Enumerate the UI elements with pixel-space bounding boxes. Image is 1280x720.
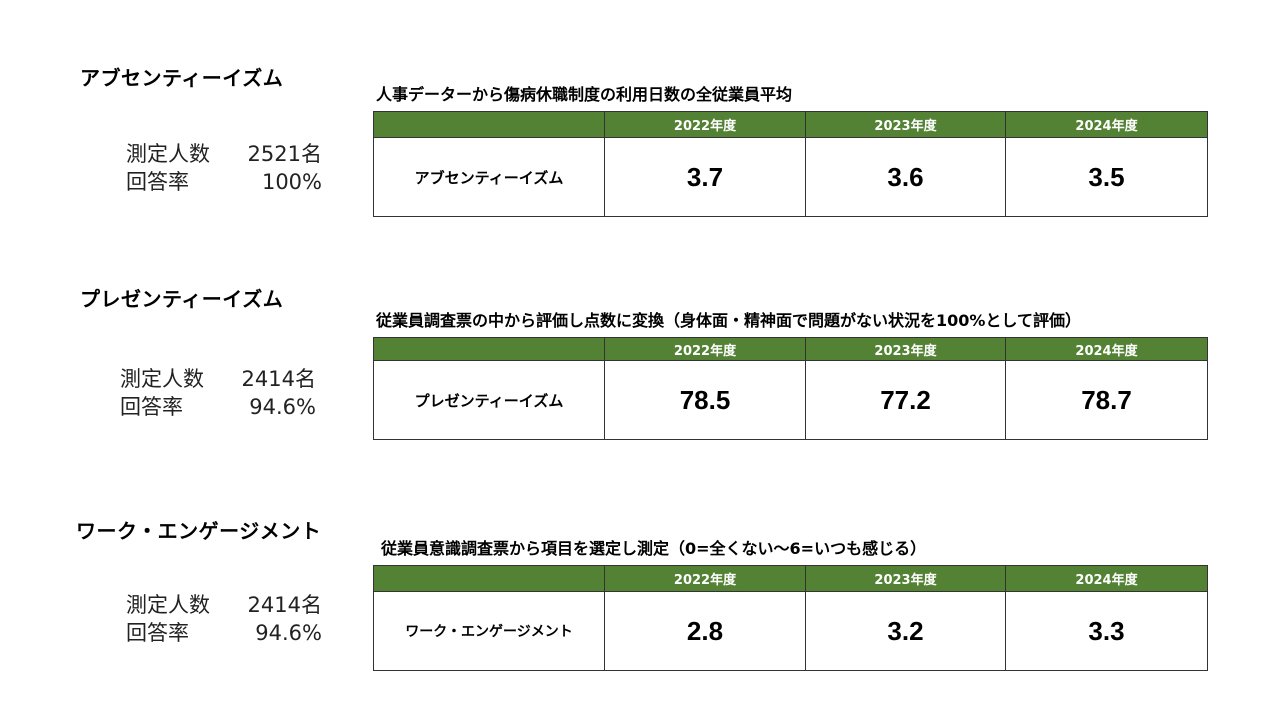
table-header-row: 2022年度 2023年度 2024年度 [373,565,1208,592]
description-presenteeism: 従業員調査票の中から評価し点数に変換（身体面・精神面で問題がない状況を100%と… [376,311,1081,330]
measured-count-value: 2521名 [247,142,322,166]
response-rate-value: 94.6% [255,621,322,645]
table-header-row: 2022年度 2023年度 2024年度 [373,111,1208,138]
table-header-row: 2022年度 2023年度 2024年度 [373,337,1208,361]
table-presenteeism: 2022年度 2023年度 2024年度 プレゼンティーイズム 78.5 77.… [373,337,1208,440]
stats-presenteeism: 測定人数 2414名 回答率 94.6% [120,365,316,421]
value-2023: 3.6 [805,137,1006,217]
response-rate-value: 100% [261,170,322,194]
section-title-presenteeism: プレゼンティーイズム [80,287,284,311]
header-2023: 2023年度 [805,111,1006,138]
row-label: アブセンティーイズム [373,137,605,217]
value-2024: 3.5 [1005,137,1208,217]
value-2022: 2.8 [604,591,806,671]
header-2022: 2022年度 [604,565,806,592]
section-title-absenteeism: アブセンティーイズム [80,66,284,90]
table-row: アブセンティーイズム 3.7 3.6 3.5 [373,137,1208,217]
header-2024: 2024年度 [1005,337,1208,361]
description-work-engagement: 従業員意識調査票から項目を選定し測定（0=全くない～6=いつも感じる） [381,539,927,558]
header-2022: 2022年度 [604,337,806,361]
measured-count-label: 測定人数 [126,142,210,166]
description-absenteeism: 人事データーから傷病休職制度の利用日数の全従業員平均 [376,85,793,104]
measured-count-label: 測定人数 [126,593,210,617]
row-label: ワーク・エンゲージメント [373,591,605,671]
value-2023: 3.2 [805,591,1006,671]
table-work-engagement: 2022年度 2023年度 2024年度 ワーク・エンゲージメント 2.8 3.… [373,565,1208,671]
value-2024: 78.7 [1005,360,1208,440]
table-row: ワーク・エンゲージメント 2.8 3.2 3.3 [373,591,1208,671]
measured-count-value: 2414名 [241,367,316,391]
response-rate-label: 回答率 [126,621,189,645]
header-empty [373,337,605,361]
value-2023: 77.2 [805,360,1006,440]
section-title-work-engagement: ワーク・エンゲージメント [76,519,322,543]
header-2022: 2022年度 [604,111,806,138]
header-2023: 2023年度 [805,565,1006,592]
response-rate-label: 回答率 [120,395,183,419]
table-absenteeism: 2022年度 2023年度 2024年度 アブセンティーイズム 3.7 3.6 … [373,111,1208,217]
response-rate-value: 94.6% [249,395,316,419]
value-2024: 3.3 [1005,591,1208,671]
value-2022: 3.7 [604,137,806,217]
response-rate-label: 回答率 [126,170,189,194]
measured-count-value: 2414名 [247,593,322,617]
header-2024: 2024年度 [1005,565,1208,592]
header-2024: 2024年度 [1005,111,1208,138]
header-2023: 2023年度 [805,337,1006,361]
table-row: プレゼンティーイズム 78.5 77.2 78.7 [373,360,1208,440]
header-empty [373,565,605,592]
stats-absenteeism: 測定人数 2521名 回答率 100% [126,140,322,196]
header-empty [373,111,605,138]
stats-work-engagement: 測定人数 2414名 回答率 94.6% [126,591,322,647]
row-label: プレゼンティーイズム [373,360,605,440]
measured-count-label: 測定人数 [120,367,204,391]
value-2022: 78.5 [604,360,806,440]
